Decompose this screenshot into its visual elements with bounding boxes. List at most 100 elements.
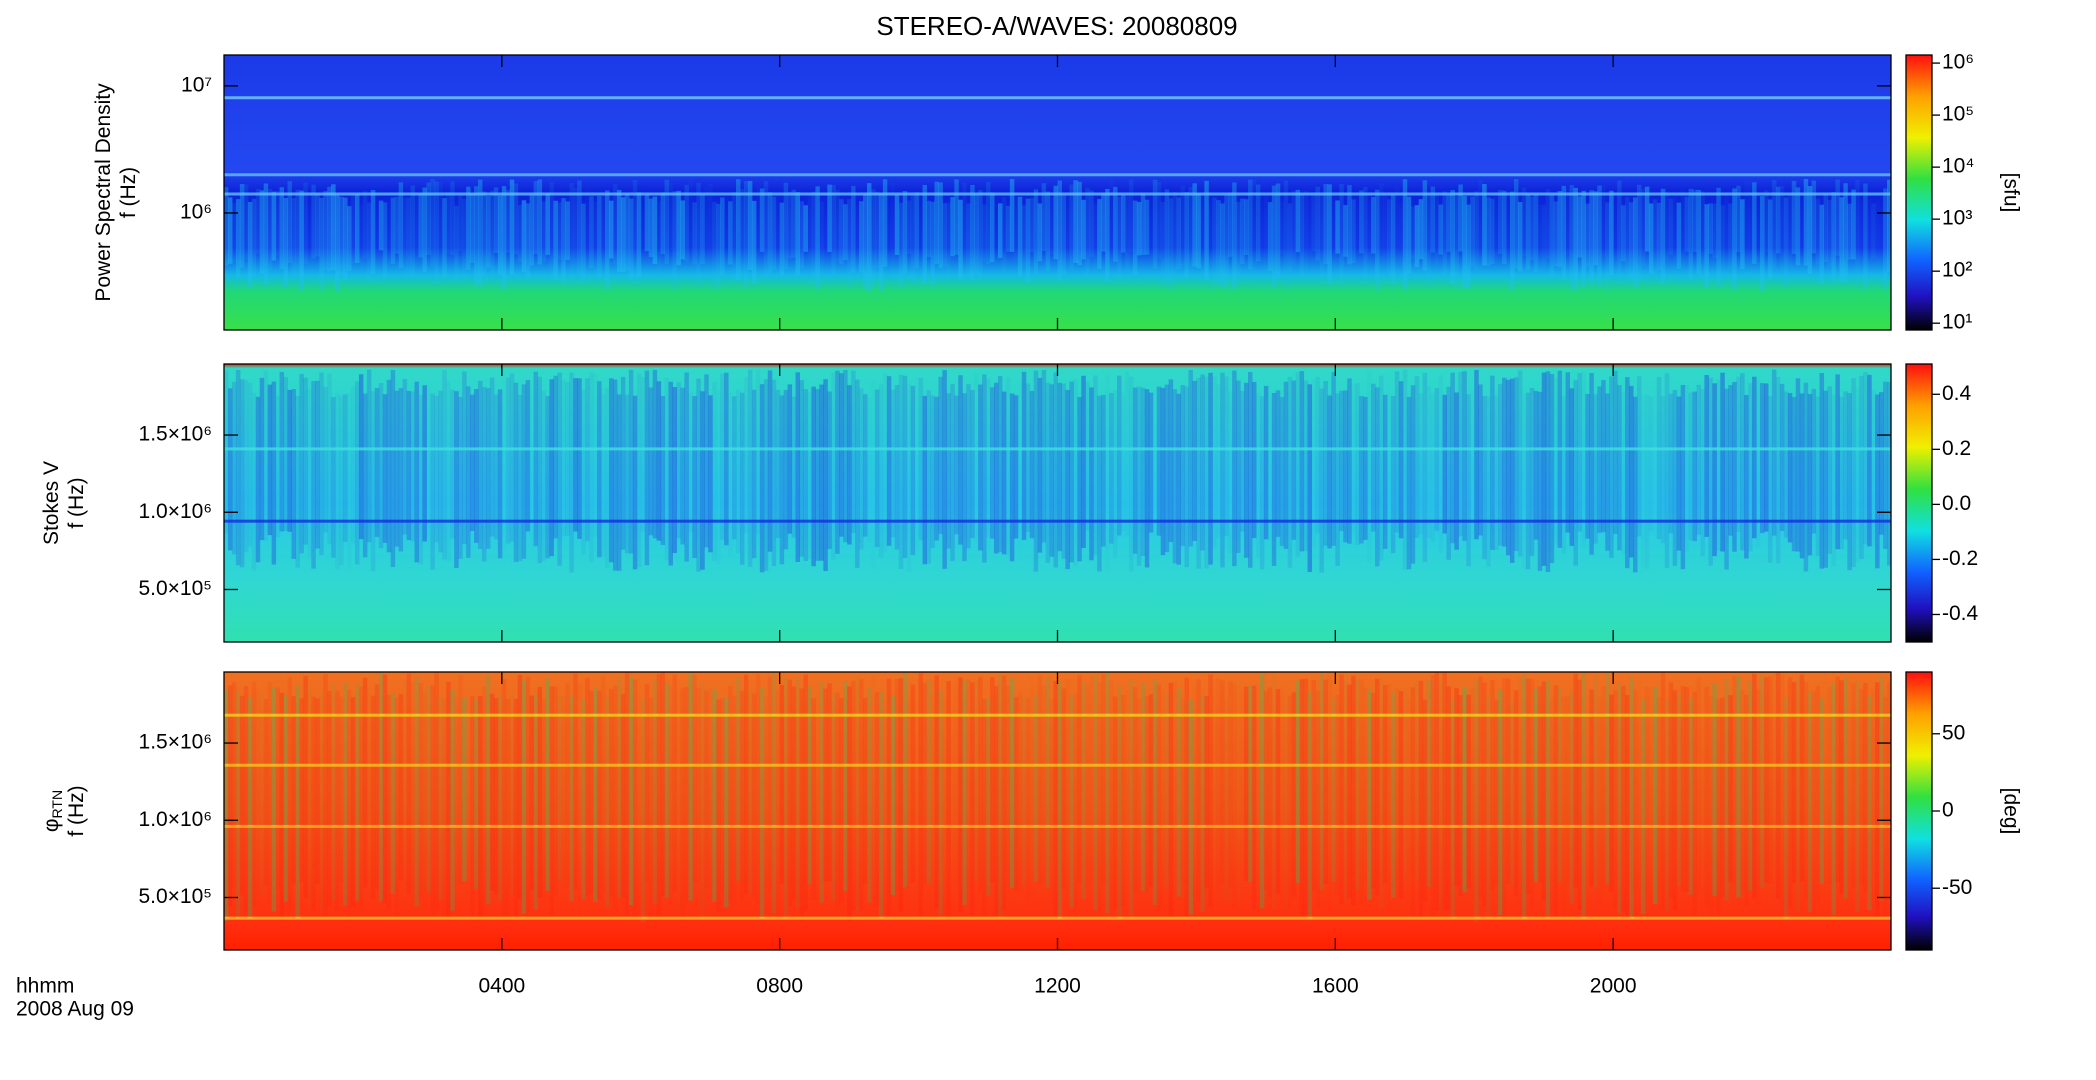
spectrogram-texture [1831, 192, 1836, 283]
spectrogram-texture [1069, 381, 1074, 563]
spectrogram-texture [1851, 378, 1856, 567]
spectrogram-texture [1629, 676, 1634, 919]
spectrogram-texture [315, 698, 320, 884]
spectrogram-texture [1248, 179, 1253, 270]
spectrogram-texture [430, 178, 435, 267]
spectrogram-texture [1045, 191, 1051, 272]
spectrogram-texture [358, 204, 364, 288]
spectrogram-texture [644, 194, 650, 252]
spectrogram-texture [1712, 683, 1717, 896]
spectrogram-texture [1649, 686, 1653, 902]
spectrogram-texture [454, 205, 459, 283]
spectrogram-texture [1478, 384, 1483, 536]
spectrogram-texture [493, 698, 499, 895]
spectrogram-texture [1339, 674, 1344, 904]
spectrogram-texture [530, 391, 534, 558]
spectrogram-texture [375, 188, 379, 263]
spectrogram-texture [851, 185, 856, 274]
spectrogram-texture [1756, 688, 1761, 905]
spectrogram-texture [1561, 185, 1567, 280]
spectrogram-texture [1688, 188, 1694, 279]
spectrogram-texture [1724, 388, 1729, 570]
spectrogram-texture [1482, 396, 1487, 560]
y-tick-label: 1.0×10⁶ [139, 500, 212, 523]
spectrogram-texture [517, 204, 523, 262]
spectrogram-texture [907, 698, 911, 920]
spectrogram-texture [1529, 196, 1535, 261]
colorbar-tick-label: 0.0 [1942, 492, 1971, 515]
spectrogram-texture [1204, 376, 1209, 569]
spectrogram-texture [1375, 189, 1380, 291]
spectrogram-texture [1490, 375, 1495, 550]
spectrogram-texture [1259, 673, 1265, 909]
spectrogram-texture [1180, 698, 1186, 885]
spectrogram-texture [1668, 393, 1674, 534]
spectrogram-texture [1386, 199, 1392, 280]
spectrogram-texture [1359, 190, 1364, 254]
spectrogram-texture [1660, 672, 1666, 910]
spectrogram-texture [648, 697, 654, 922]
spectrogram-texture [1736, 376, 1741, 532]
y-axis-label: f (Hz) [117, 167, 140, 218]
spectrogram-texture [1188, 369, 1193, 547]
spectrogram-texture [1132, 686, 1138, 893]
spectrogram-texture [728, 394, 732, 558]
spectrogram-texture [1863, 372, 1868, 545]
spectrogram-texture [1101, 394, 1106, 547]
spectrogram-texture [378, 672, 384, 902]
spectrogram-texture [1216, 384, 1221, 539]
spectrogram-texture [581, 390, 586, 555]
spectrogram-texture [823, 688, 828, 882]
spectrogram-texture [505, 377, 511, 544]
spectrogram-texture [938, 182, 943, 269]
spectrogram-texture [1625, 694, 1630, 919]
spectrogram-texture [1013, 697, 1019, 892]
spectrogram-texture [1478, 676, 1483, 900]
spectrogram-texture [1418, 680, 1424, 920]
spectrogram-texture [1644, 186, 1650, 252]
y-axis-label: f (Hz) [65, 477, 88, 528]
spectrogram-texture [1474, 369, 1479, 540]
spectrogram-texture [1152, 179, 1158, 269]
spectrogram-texture [1478, 179, 1483, 283]
x-tick-label: 2000 [1590, 975, 1637, 998]
spectrogram-texture [930, 395, 935, 548]
spectrogram-texture [1279, 397, 1285, 547]
spectrogram-texture [513, 698, 519, 916]
spectrogram-texture [1164, 189, 1170, 285]
spectrogram-texture [997, 375, 1003, 553]
spectrogram-texture [1633, 396, 1638, 573]
spectrogram-texture [1025, 198, 1031, 284]
spectrogram-texture [557, 372, 562, 566]
spectrogram-texture [1291, 692, 1297, 897]
spectrogram-texture [1851, 682, 1856, 888]
spectrogram-texture [978, 676, 983, 894]
spectrogram-texture [970, 389, 975, 539]
y-tick-label: 10⁶ [180, 201, 212, 224]
spectrogram-texture [716, 390, 720, 564]
spectrogram-texture [1740, 373, 1745, 551]
spectrogram-texture [1763, 383, 1769, 532]
spectrogram-texture [358, 686, 364, 913]
spectrogram-texture [1212, 376, 1217, 548]
spectrogram-texture [993, 686, 999, 919]
spectrogram-texture [549, 686, 554, 919]
spectrogram-texture [851, 370, 856, 533]
spectrogram-texture [517, 395, 523, 562]
spectrogram-texture [1767, 396, 1773, 563]
spectrogram-texture [1172, 192, 1178, 281]
spectrogram-texture [982, 374, 987, 563]
spectrogram-texture [1680, 189, 1686, 284]
spectrogram-texture [1538, 204, 1542, 277]
spectrogram-texture [1748, 182, 1753, 275]
spectrogram-texture [1660, 188, 1666, 285]
spectrogram-texture [1188, 699, 1193, 915]
spectrogram-texture [993, 382, 999, 554]
spectrogram-texture [632, 679, 638, 920]
spectrogram-texture [1597, 185, 1602, 288]
y-axis-label-text: f (Hz) [65, 477, 88, 528]
spectrogram-texture [1387, 372, 1391, 559]
colorbar [1905, 671, 1933, 951]
spectrogram-texture [1517, 201, 1523, 272]
spectrogram-texture [628, 198, 634, 280]
